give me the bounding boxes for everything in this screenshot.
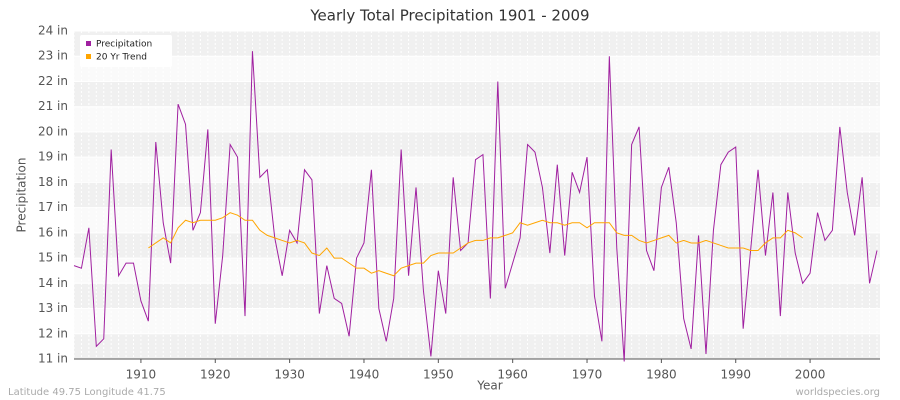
grid-band (74, 333, 880, 359)
legend: Precipitation 20 Yr Trend (80, 35, 172, 67)
y-tick-label: 16 in (38, 225, 68, 239)
y-tick-label: 14 in (38, 276, 68, 290)
y-tick-label: 20 in (38, 124, 68, 138)
footer-left: Latitude 49.75 Longitude 41.75 (8, 387, 166, 398)
x-axis-label: Year (476, 379, 502, 393)
legend-box (80, 35, 172, 67)
x-tick-label: 1910 (126, 368, 157, 382)
x-tick-label: 1990 (720, 368, 751, 382)
series-line (73, 51, 878, 362)
y-tick-label: 19 in (38, 150, 68, 164)
grid-band (74, 31, 880, 57)
y-tick-label: 15 in (38, 251, 68, 265)
legend-swatch (86, 41, 91, 46)
y-tick-label: 21 in (38, 99, 68, 113)
y-tick-label: 17 in (38, 200, 68, 214)
y-tick-label: 18 in (38, 175, 68, 189)
x-tick-label: 1980 (646, 368, 677, 382)
y-tick-label: 13 in (38, 301, 68, 315)
grid-band (74, 283, 880, 309)
x-tick-label: 1950 (423, 368, 454, 382)
grid-band (74, 81, 880, 107)
grid-band (74, 232, 880, 259)
y-tick-label: 24 in (38, 24, 68, 38)
legend-label: 20 Yr Trend (96, 53, 147, 63)
footer-right: worldspecies.org (796, 387, 880, 398)
legend-label: Precipitation (96, 40, 152, 50)
x-tick-label: 1920 (200, 368, 231, 382)
series-line (148, 212, 803, 277)
legend-swatch (86, 54, 91, 59)
chart-title: Yearly Total Precipitation 1901 - 2009 (309, 7, 589, 25)
x-tick-label: 2000 (795, 368, 826, 382)
x-tick-label: 1930 (274, 368, 305, 382)
x-tick-label: 1960 (497, 368, 528, 382)
x-tick-label: 1970 (572, 368, 603, 382)
y-tick-label: 12 in (38, 326, 68, 340)
x-tick-label: 1940 (349, 368, 380, 382)
y-tick-label: 11 in (38, 352, 68, 366)
y-tick-label: 22 in (38, 74, 68, 88)
grid-band (74, 131, 880, 158)
y-tick-label: 23 in (38, 49, 68, 63)
y-axis-label: Precipitation (15, 157, 29, 232)
